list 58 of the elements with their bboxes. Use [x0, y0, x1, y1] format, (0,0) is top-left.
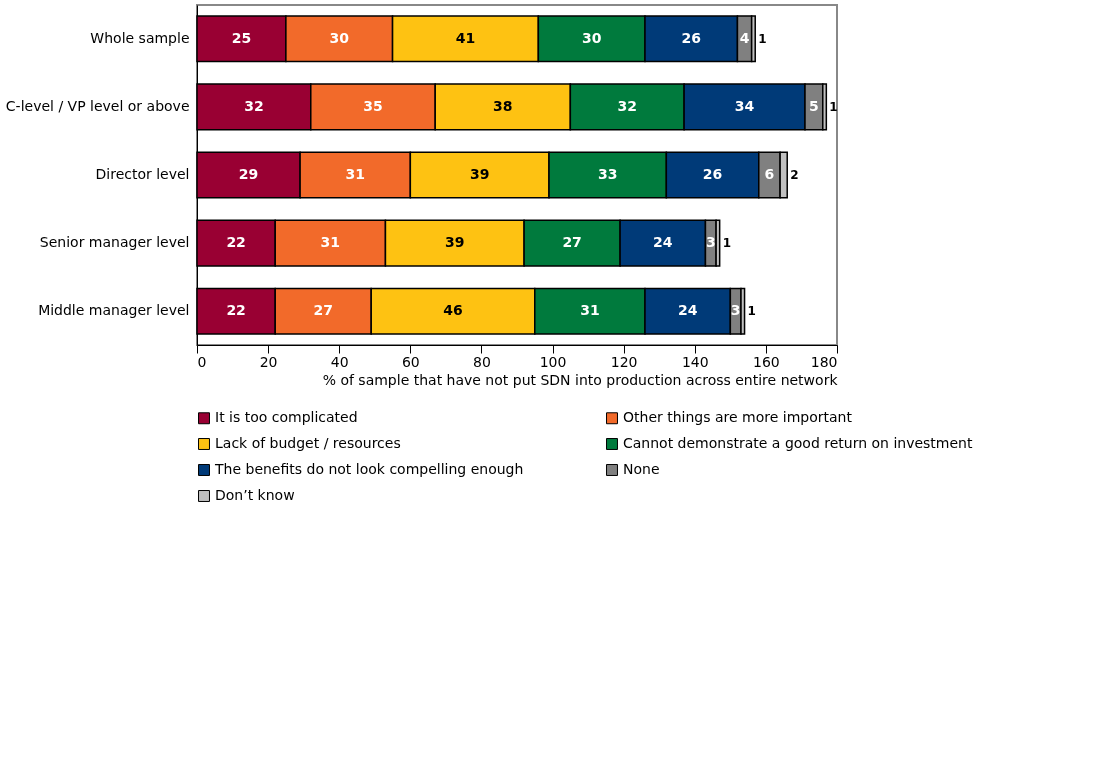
data-label: 31	[580, 302, 600, 319]
data-label: 4	[739, 29, 750, 46]
data-label: 3	[705, 234, 716, 251]
data-label: 22	[226, 234, 246, 251]
data-label: 35	[363, 97, 383, 114]
data-label: 1	[758, 31, 767, 46]
data-label: 27	[562, 234, 582, 251]
data-label: 41	[455, 29, 476, 46]
x-tick-label: 80	[473, 353, 491, 370]
data-label: 33	[597, 166, 618, 182]
data-label: 26	[681, 29, 701, 46]
data-label: 25	[231, 29, 252, 46]
x-tick-label: 120	[610, 353, 638, 370]
y-tick-label: Director level	[95, 166, 190, 182]
data-label: 38	[493, 97, 513, 114]
x-tick-label: 40	[330, 353, 349, 370]
data-label: 32	[617, 97, 637, 114]
x-tick-label: 100	[539, 353, 567, 370]
data-label: 46	[443, 302, 463, 319]
data-label: 22	[226, 302, 246, 319]
data-label: 6	[764, 166, 775, 182]
data-label: 31	[320, 234, 341, 251]
data-label: 1	[829, 99, 838, 114]
data-label: 39	[469, 166, 490, 182]
data-label: 32	[244, 97, 264, 114]
y-tick-label: Middle manager level	[38, 302, 190, 319]
legend-label: Lack of budget / resources	[215, 435, 401, 451]
legend-label: Cannot demonstrate a good return on investment	[623, 435, 973, 451]
data-label: 29	[238, 166, 259, 182]
data-label: 1	[722, 236, 732, 251]
data-label: 31	[345, 166, 365, 182]
x-axis-title: % of sample that have not put SDN into production across entire network	[322, 371, 839, 388]
x-tick-label: 0	[197, 353, 207, 370]
data-label: 3	[730, 302, 741, 319]
data-label: 1	[747, 304, 756, 319]
data-label: 30	[329, 29, 350, 46]
data-label: 27	[313, 302, 333, 319]
legend-label: It is too complicated	[215, 409, 358, 426]
y-tick-label: Whole sample	[90, 29, 190, 46]
x-tick-label: 160	[753, 353, 780, 370]
legend-label: Don’t know	[215, 487, 295, 503]
data-label: 39	[445, 234, 465, 251]
data-label: 5	[809, 97, 819, 114]
x-tick-label: 20	[259, 353, 278, 370]
x-tick-label: 140	[681, 353, 709, 370]
data-label: 30	[581, 29, 602, 46]
x-tick-label: 60	[401, 353, 420, 370]
data-label: 24	[677, 302, 698, 319]
legend-label: None	[623, 461, 660, 477]
data-label: 34	[734, 97, 755, 114]
data-label: 2	[790, 168, 799, 182]
data-label: 26	[702, 166, 723, 182]
x-tick-label: 180	[810, 353, 838, 370]
y-tick-label: Senior manager level	[39, 234, 190, 251]
legend-label: Other things are more important	[623, 409, 853, 426]
y-tick-label: C-level / VP level or above	[5, 97, 190, 114]
data-label: 24	[653, 234, 673, 251]
legend-label: The benefits do not look compelling enough	[214, 461, 524, 477]
